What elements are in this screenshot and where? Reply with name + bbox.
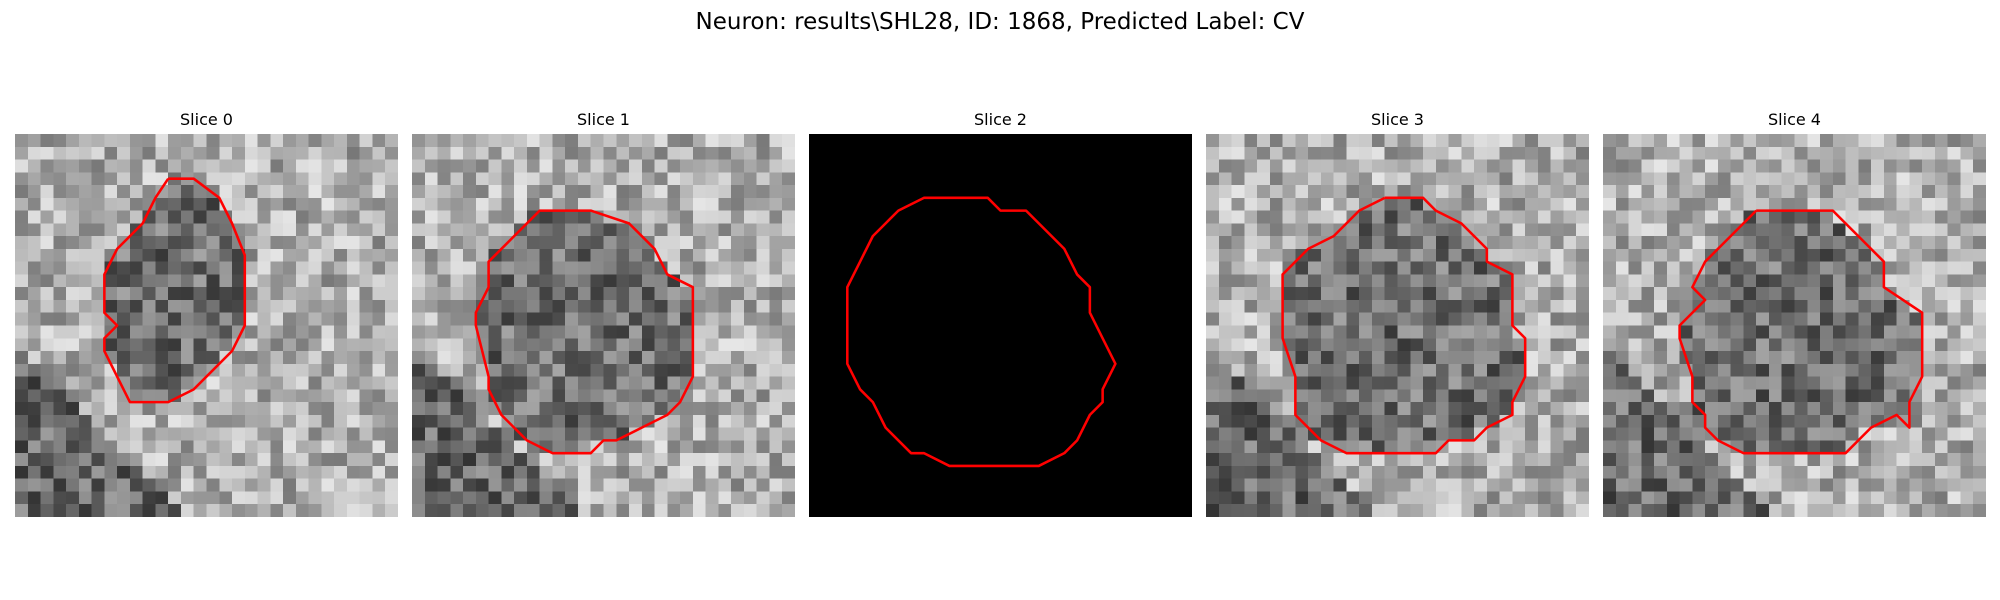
slice-panel-0: Slice 0 bbox=[15, 110, 398, 517]
slice-title: Slice 4 bbox=[1768, 110, 1821, 129]
slice-title: Slice 0 bbox=[180, 110, 233, 129]
figure-title: Neuron: results\SHL28, ID: 1868, Predict… bbox=[695, 9, 1305, 35]
slice-image bbox=[809, 134, 1192, 517]
roi-contour bbox=[1678, 209, 1924, 455]
slice-panel-1: Slice 1 bbox=[412, 110, 795, 517]
roi-contour bbox=[1281, 196, 1527, 455]
slice-image bbox=[15, 134, 398, 517]
pixel-grid bbox=[809, 134, 1192, 517]
pixel-grid bbox=[1206, 134, 1589, 517]
slice-title: Slice 1 bbox=[577, 110, 630, 129]
slice-image bbox=[412, 134, 795, 517]
slice-panel-4: Slice 4 bbox=[1603, 110, 1986, 517]
slice-title: Slice 3 bbox=[1371, 110, 1424, 129]
pixel-grid bbox=[412, 134, 795, 517]
slice-image bbox=[1603, 134, 1986, 517]
roi-contour bbox=[846, 196, 1117, 468]
slice-title: Slice 2 bbox=[974, 110, 1027, 129]
roi-contour bbox=[474, 209, 695, 455]
pixel-grid bbox=[15, 134, 398, 517]
pixel-grid bbox=[1603, 134, 1986, 517]
slice-image bbox=[1206, 134, 1589, 517]
slice-panel-2: Slice 2 bbox=[809, 110, 1192, 517]
slice-panel-3: Slice 3 bbox=[1206, 110, 1589, 517]
roi-contour bbox=[103, 177, 247, 404]
